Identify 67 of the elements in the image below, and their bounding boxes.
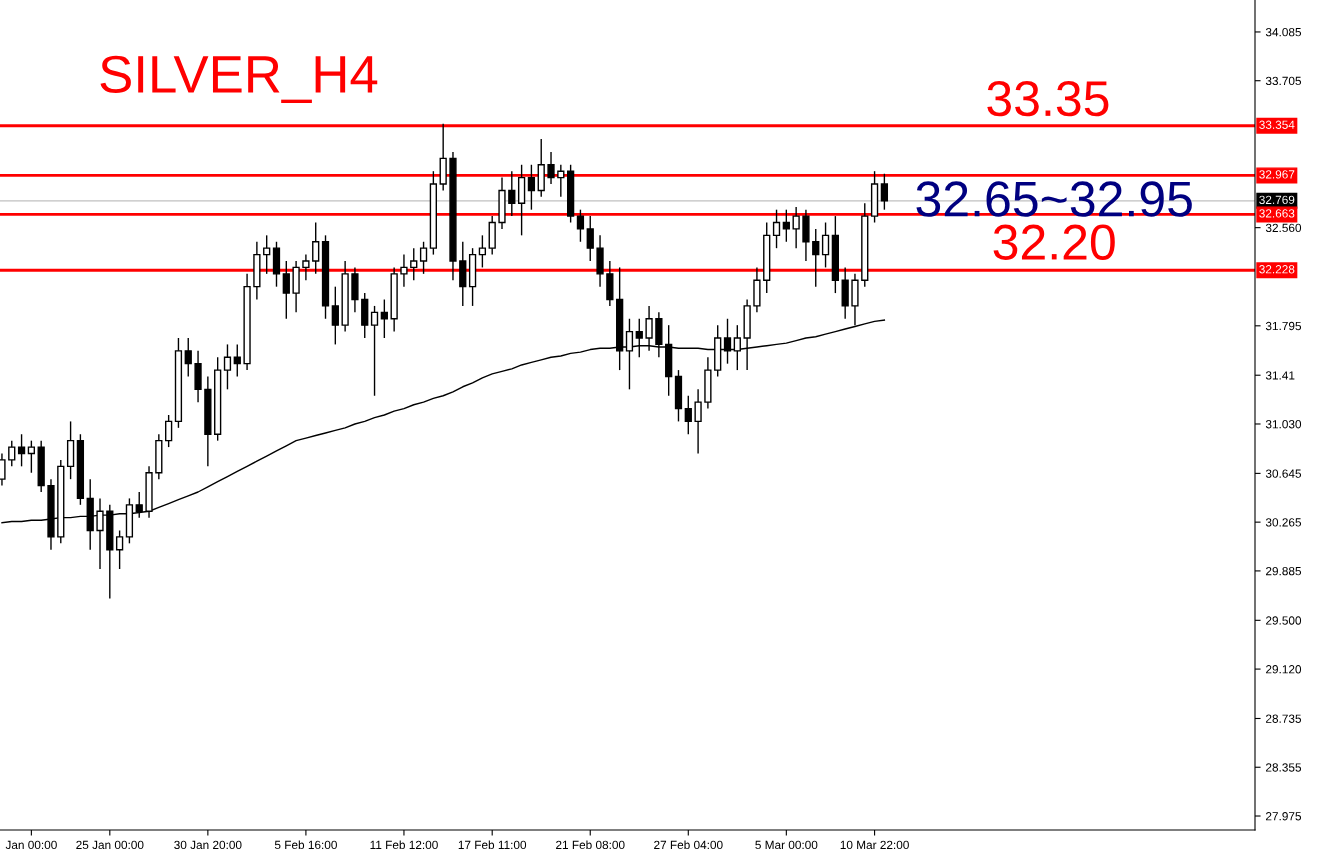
candlestick [419, 241, 428, 275]
candlestick [782, 208, 790, 243]
candlestick [527, 164, 536, 211]
ref-line-label: 32.967 [1259, 170, 1295, 179]
y-tick-label: 31.41 [1265, 371, 1295, 380]
x-tick-label: 11 Feb 12:00 [370, 840, 438, 850]
candlestick [821, 221, 830, 269]
x-tick-label: 10 Mar 22:00 [840, 840, 909, 850]
candlestick [478, 234, 487, 269]
y-tick-label: 29.500 [1266, 616, 1302, 625]
y-tick-label: 32.560 [1265, 223, 1302, 233]
ref-line-label: 32.663 [1259, 209, 1295, 218]
candlestick [410, 247, 418, 281]
x-tick-label: 27 Feb 04:00 [654, 840, 723, 850]
candlestick [772, 208, 781, 249]
candlestick [694, 388, 702, 455]
candlestick [165, 414, 173, 448]
candlestick [27, 439, 36, 474]
candlestick [576, 208, 585, 243]
candlestick [370, 305, 379, 397]
y-tick-label: 28.355 [1266, 763, 1302, 772]
candlestick [400, 253, 408, 288]
candlestick [557, 164, 565, 198]
candlestick [312, 221, 320, 275]
candlestick [812, 228, 820, 288]
candlestick [0, 452, 6, 487]
candlestick [302, 253, 310, 281]
x-tick-label: 30 Jan 20:00 [174, 840, 242, 850]
x-tick-label: 5 Feb 16:00 [274, 840, 337, 850]
candlestick [684, 395, 692, 435]
y-tick-label: 29.120 [1266, 665, 1302, 674]
y-tick-label: 33.705 [1265, 76, 1302, 86]
ref-line-label: 32.769 [1259, 195, 1295, 204]
y-tick-label: 28.735 [1266, 714, 1302, 723]
candlestick [115, 529, 124, 570]
candlestick [184, 337, 192, 378]
candlestick [135, 491, 143, 519]
x-tick-label: 5 Mar 00:00 [755, 840, 818, 850]
candlestick [8, 439, 16, 468]
y-tick-label: 30.645 [1265, 469, 1302, 478]
ref-line-label: 32.228 [1259, 265, 1295, 274]
candlestick [547, 151, 555, 185]
text: SILVER_H4 [100, 55, 378, 103]
candlestick [586, 215, 594, 262]
y-tick-label: 29.885 [1266, 566, 1302, 576]
candlestick [17, 433, 26, 468]
candlestick [733, 324, 741, 371]
y-tick-label: 31.030 [1265, 420, 1302, 429]
candlestick [880, 173, 889, 211]
y-tick-label: 27.975 [1266, 812, 1302, 821]
y-tick-label: 30.265 [1265, 518, 1302, 527]
candlestick [792, 206, 800, 249]
annotation: 32.20 [993, 224, 1115, 260]
x-tick-label: 21 Feb 08:00 [556, 840, 625, 850]
x-tick-label: Jan 00:00 [5, 840, 57, 850]
x-tick-label: 17 Feb 11:00 [458, 840, 527, 850]
candlestick [331, 285, 339, 346]
candlestick [508, 170, 516, 217]
annotation: 33.35 [987, 80, 1109, 117]
x-tick-label: 25 Jan 00:00 [76, 840, 144, 850]
candlestick [223, 343, 232, 391]
annotation: 32.65~32.95 [916, 181, 1192, 217]
y-tick-label: 31.795 [1265, 321, 1302, 331]
candlestick [263, 234, 271, 275]
candlestick [282, 260, 290, 320]
ref-line-label: 33.354 [1259, 120, 1295, 129]
y-tick-label: 34.085 [1265, 27, 1302, 37]
